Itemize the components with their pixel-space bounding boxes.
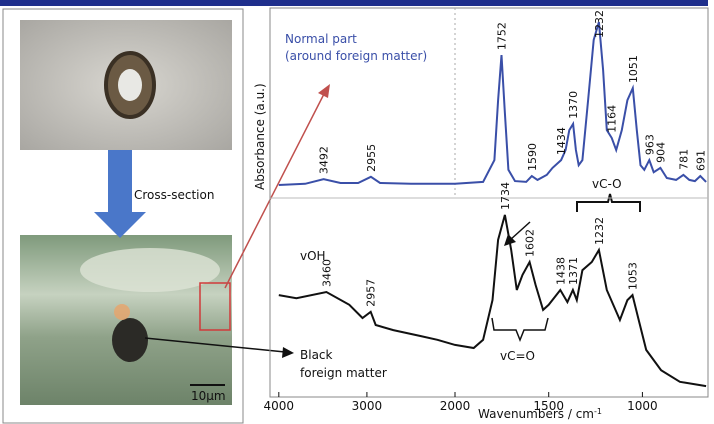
peak-label: 1370 xyxy=(567,91,580,119)
header-bar xyxy=(0,0,708,6)
peak-label: 1053 xyxy=(626,262,639,290)
peak-label: 1232 xyxy=(593,10,606,38)
x-tick-label: 2000 xyxy=(440,399,471,413)
x-axis-label: Wavenumbers / cm-1 xyxy=(478,407,602,421)
pointer-head xyxy=(282,347,294,358)
spectrum xyxy=(279,22,706,185)
peak-label: 1602 xyxy=(524,229,537,257)
bracket xyxy=(577,194,640,212)
x-axis-label-sup: -1 xyxy=(594,407,602,416)
x-axis-label-text: Wavenumbers / cm xyxy=(478,407,594,421)
bracket xyxy=(492,318,548,340)
highlight xyxy=(114,304,130,320)
particle-core xyxy=(118,69,142,101)
annotation: foreign matter xyxy=(300,366,387,380)
plot-frame xyxy=(270,8,708,397)
arrow-label: Cross-section xyxy=(134,188,214,202)
scale-label: 10μm xyxy=(191,389,226,403)
pointer-head xyxy=(318,84,330,98)
peak-label: 781 xyxy=(677,149,690,170)
foreign-matter xyxy=(112,318,148,362)
annotation: vC=O xyxy=(500,349,535,363)
x-tick-label: 3000 xyxy=(352,399,383,413)
peak-label: 3460 xyxy=(320,259,333,287)
x-tick-label: 1000 xyxy=(627,399,658,413)
peak-label: 1734 xyxy=(499,182,512,210)
annotation: Normal part xyxy=(285,32,357,46)
y-axis-label: Absorbance (a.u.) xyxy=(253,83,267,190)
peak-label: 1590 xyxy=(526,143,539,171)
peak-label: 1371 xyxy=(567,257,580,285)
peak-label: 904 xyxy=(654,142,667,163)
peak-label: 2955 xyxy=(365,144,378,172)
peak-label: 1232 xyxy=(593,217,606,245)
peak-label: 1051 xyxy=(627,55,640,83)
peak-label: 2957 xyxy=(365,279,378,307)
x-tick-label: 4000 xyxy=(264,399,295,413)
spectrum xyxy=(279,215,706,386)
annotation: Black xyxy=(300,348,333,362)
peak-label: 1434 xyxy=(555,127,568,155)
peak-label: 691 xyxy=(694,150,707,171)
peak-label: 1164 xyxy=(606,105,619,133)
peak-label: 3492 xyxy=(318,146,331,174)
figure: 10μm Cross-section Black foreign matter … xyxy=(0,0,714,424)
annotation: (around foreign matter) xyxy=(285,49,427,63)
cross-section-layer xyxy=(80,248,220,292)
peak-label: 1438 xyxy=(554,257,567,285)
annotation: vC-O xyxy=(592,177,622,191)
peak-label: 1752 xyxy=(495,22,508,50)
